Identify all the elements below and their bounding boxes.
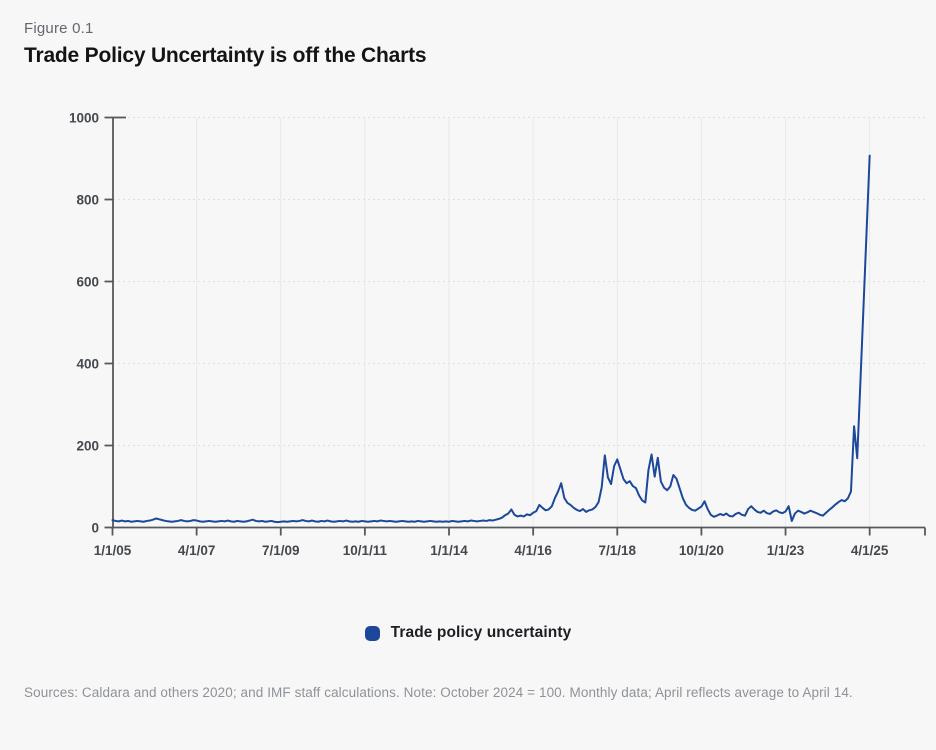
- legend-label: Trade policy uncertainty: [390, 624, 572, 641]
- x-tick-label: 1/1/14: [430, 543, 468, 558]
- y-tick-label: 400: [76, 356, 99, 371]
- y-tick-label: 1000: [69, 110, 99, 125]
- figure-title: Trade Policy Uncertainty is off the Char…: [24, 44, 427, 67]
- x-tick-label: 4/1/07: [178, 543, 216, 558]
- x-tick-label: 1/1/05: [94, 543, 132, 558]
- y-tick-label: 800: [76, 192, 99, 207]
- y-tick-label: 200: [76, 438, 99, 453]
- x-tick-label: 10/1/20: [679, 543, 724, 558]
- y-tick-label: 0: [91, 520, 99, 535]
- figure-number: Figure 0.1: [24, 20, 94, 37]
- legend-marker-trade-policy-uncertainty: [364, 625, 380, 641]
- x-tick-label: 4/1/16: [514, 543, 552, 558]
- chart-legend: Trade policy uncertainty: [0, 618, 936, 648]
- tpu-line-chart: 0 200 400 600 800 1000 1/1/05 4/1/07 7/1/09 10/1/…: [69, 110, 926, 558]
- x-tick-label: 7/1/18: [599, 543, 637, 558]
- x-tick-label: 10/1/11: [343, 543, 388, 558]
- sources-note: Sources: Caldara and others 2020; and IM…: [24, 685, 853, 700]
- y-tick-label: 600: [76, 274, 99, 289]
- x-tick-label: 7/1/09: [262, 543, 300, 558]
- tpu-series-line: [111, 154, 871, 524]
- x-tick-label: 1/1/23: [767, 543, 805, 558]
- chart-area: 0 200 400 600 800 1000 1/1/05 4/1/07 7/1/09 10/1/…: [0, 100, 936, 570]
- x-tick-label: 4/1/25: [851, 543, 889, 558]
